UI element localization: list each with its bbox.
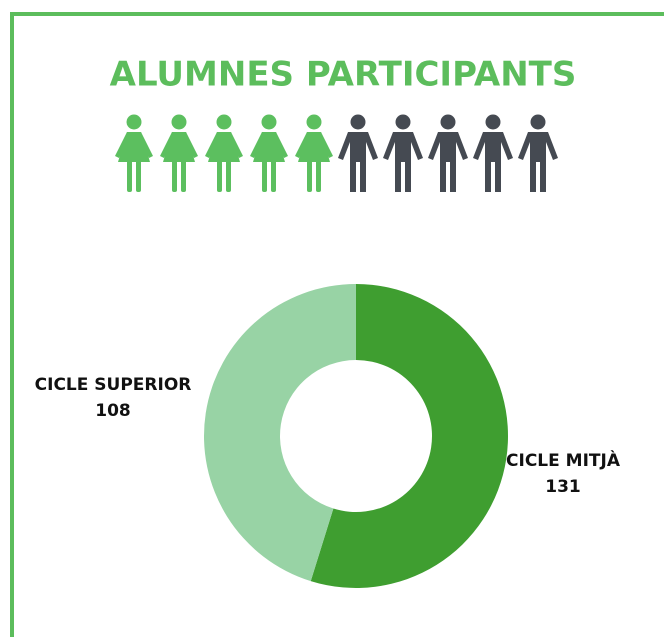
male-icon	[383, 114, 423, 192]
female-icon	[160, 114, 198, 192]
female-icon	[250, 114, 288, 192]
slice	[310, 284, 508, 588]
slice-value: 108	[95, 401, 131, 421]
slice-label: CICLE MITJÀ	[506, 449, 621, 471]
female-icon	[295, 114, 333, 192]
pictogram	[115, 114, 558, 192]
female-icon	[115, 114, 153, 192]
title: ALUMNES PARTICIPANTS	[110, 55, 577, 95]
male-icon	[338, 114, 378, 192]
slice-label: CICLE SUPERIOR	[35, 375, 192, 395]
female-icon	[205, 114, 243, 192]
male-icon	[428, 114, 468, 192]
male-icon	[473, 114, 513, 192]
slice-value: 131	[545, 477, 581, 497]
slice	[203, 284, 356, 582]
male-icon	[518, 114, 558, 192]
